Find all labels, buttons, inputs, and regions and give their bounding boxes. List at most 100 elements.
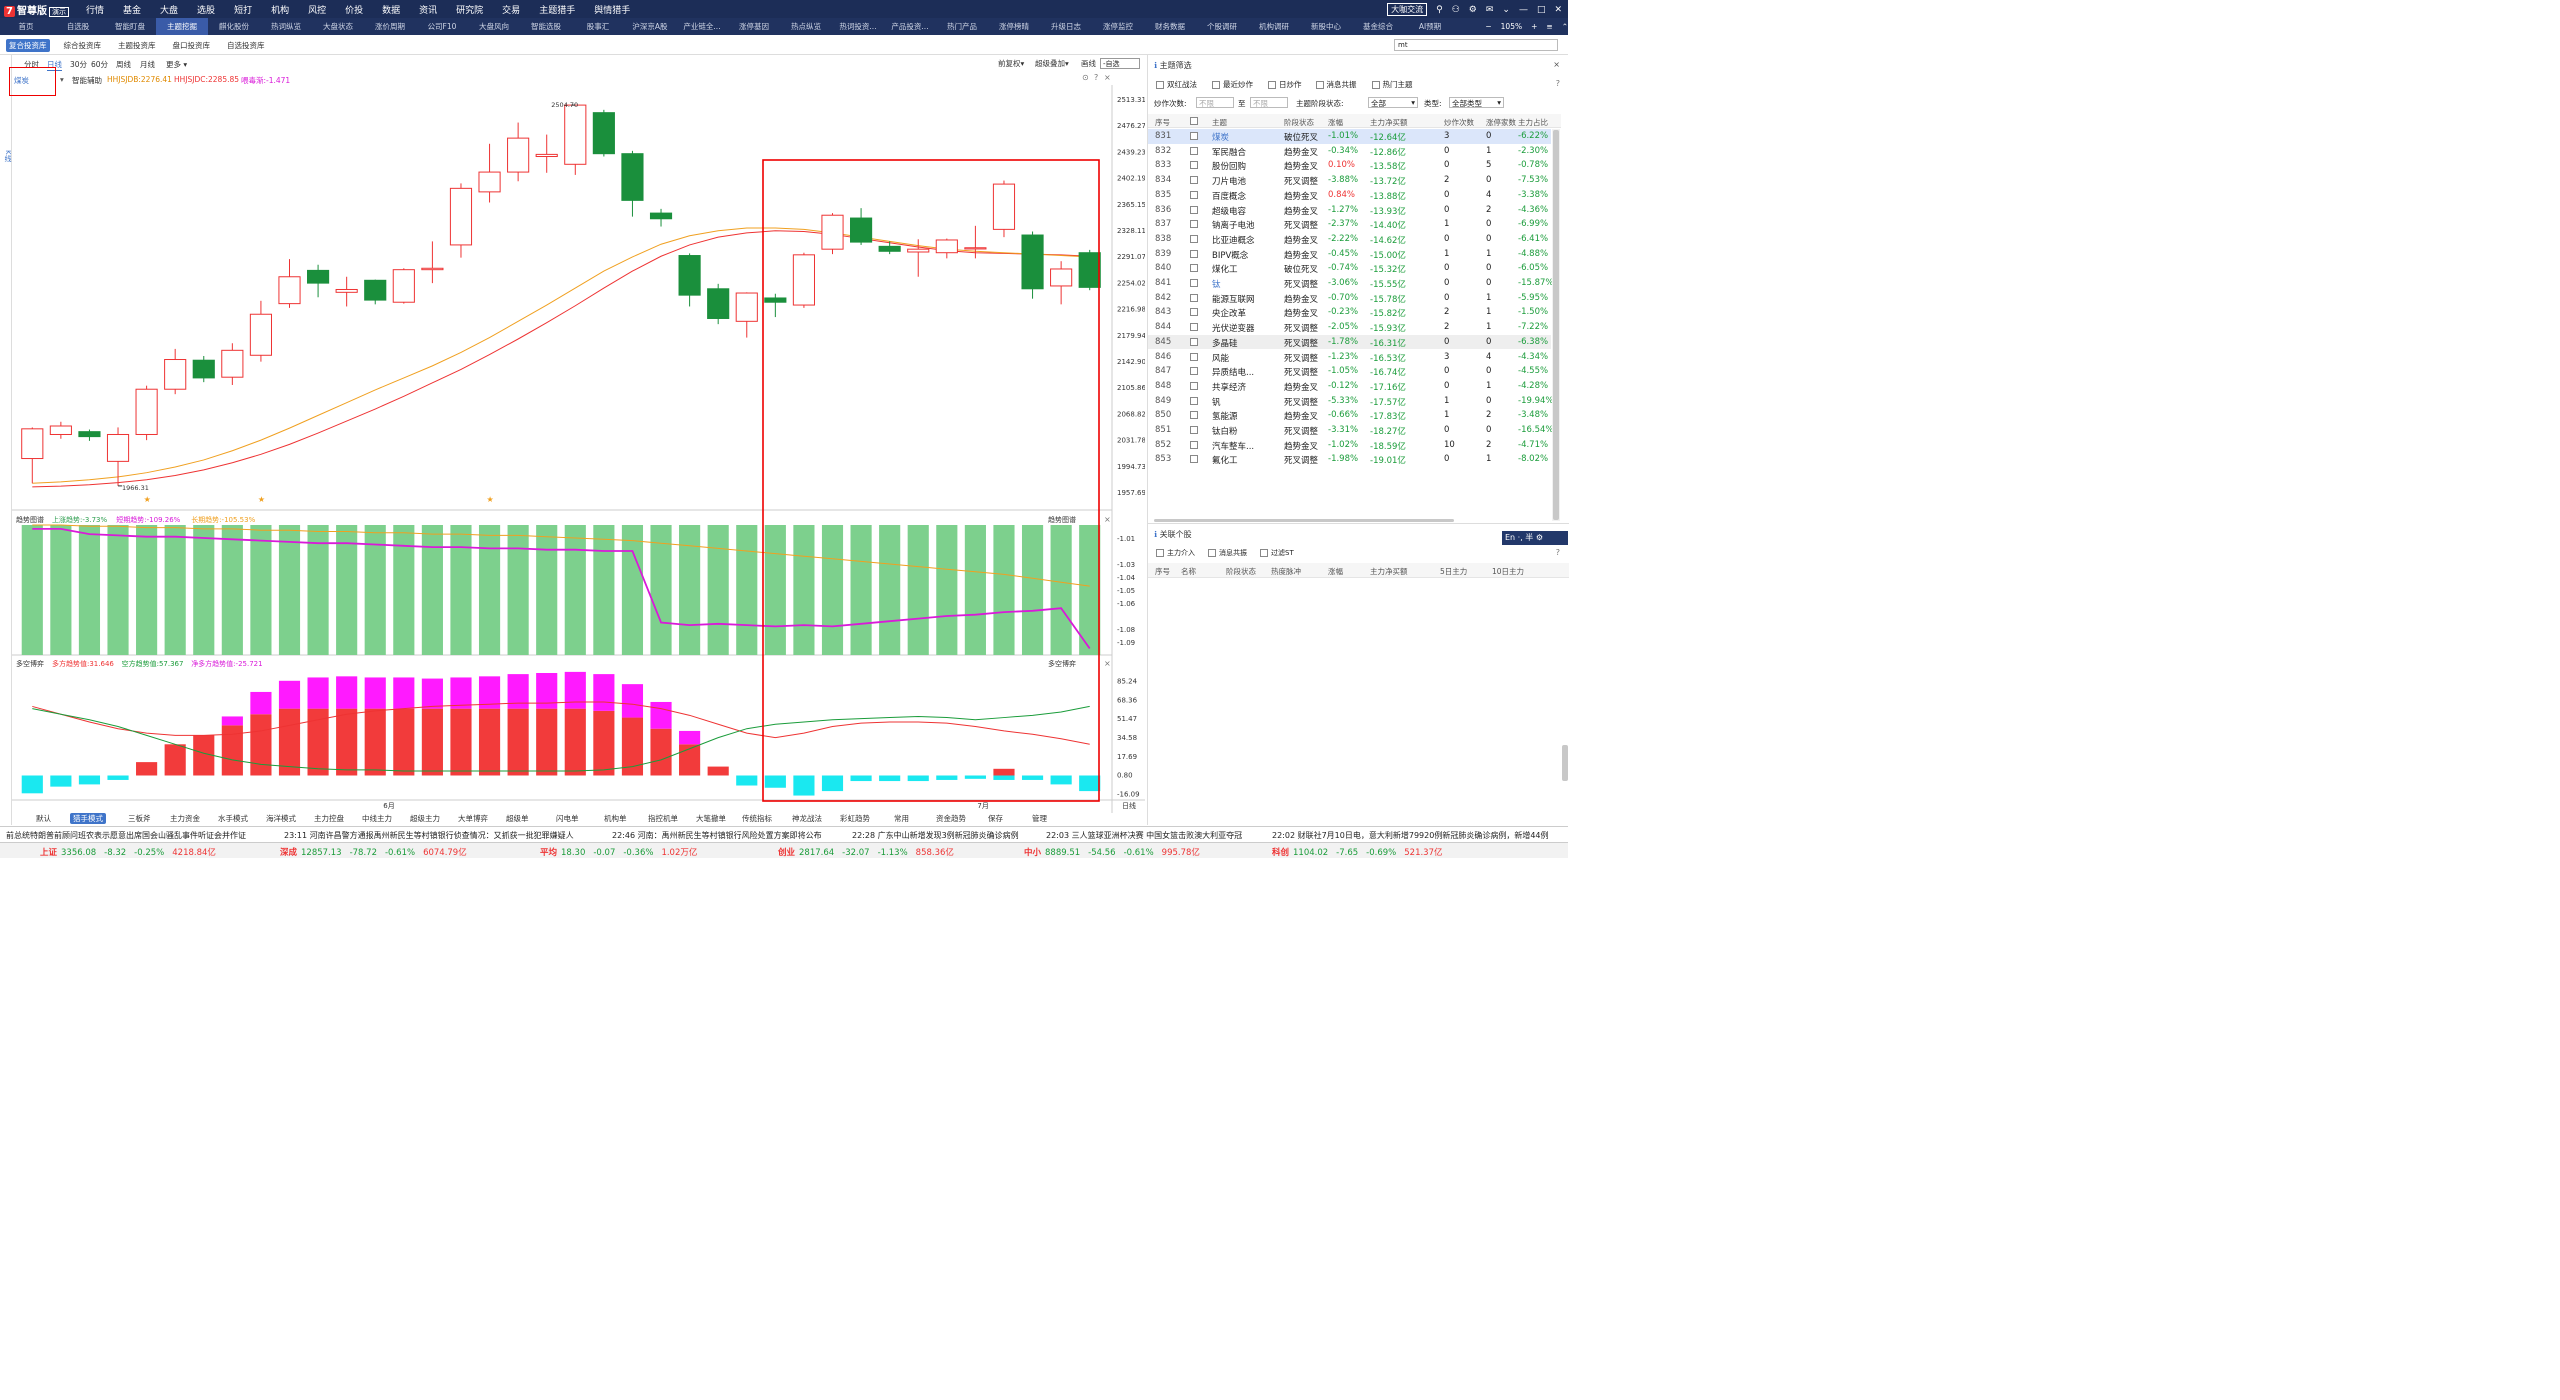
news-item-2[interactable]: 22:46 河南：禹州新民生等村镇银行风险处置方案即将公布 — [612, 831, 822, 840]
menu-item-4[interactable]: 短打 — [234, 6, 253, 16]
nav-tab-10[interactable]: 智能选股 — [531, 22, 561, 31]
checkbox-icon[interactable] — [1156, 81, 1164, 89]
top-right-control-5[interactable]: ⌄ — [1502, 4, 1510, 15]
candle-37[interactable] — [1078, 249, 1101, 291]
nav-control-2[interactable]: ⌃ — [1561, 22, 1568, 31]
news-item-3[interactable]: 22:28 广东中山新增发现3例新冠肺炎确诊病例 — [852, 831, 1019, 840]
top-right-control-0[interactable]: 大咖交流 — [1387, 3, 1428, 16]
theme-row[interactable]: 840 煤化工 破位死叉 -0.74% -15.32亿 0 0 -6.05% — [1148, 261, 1551, 276]
candle-30[interactable] — [878, 241, 901, 255]
row-checkbox[interactable] — [1190, 396, 1198, 405]
index-item-4[interactable]: 中小 8889.51 -54.56 -0.61% 995.78亿 — [1024, 846, 1200, 858]
nav-tab-14[interactable]: 涨停基因 — [739, 22, 769, 31]
index-item-3[interactable]: 创业 2817.64 -32.07 -1.13% 858.36亿 — [778, 846, 954, 858]
candle-28[interactable] — [821, 213, 844, 255]
row-checkbox[interactable] — [1190, 220, 1198, 229]
related-col-header-2[interactable]: 阶段状态 — [1226, 567, 1256, 576]
nav-tab-13[interactable]: 产业链全... — [683, 22, 721, 31]
theme-col-header-5[interactable]: 主力净买额 — [1370, 118, 1408, 127]
trend-pane-close-icon[interactable]: × — [1104, 515, 1111, 524]
checkbox-icon[interactable] — [1212, 81, 1220, 89]
indicator-tab-0[interactable]: 默认 — [36, 814, 51, 823]
nav-tab-25[interactable]: 新股中心 — [1311, 22, 1341, 31]
row-checkbox[interactable] — [1190, 323, 1198, 332]
row-checkbox[interactable] — [1190, 293, 1198, 302]
candle-12[interactable] — [364, 279, 387, 305]
indicator-tab-9[interactable]: 大单博弈 — [458, 814, 488, 823]
nav-tab-8[interactable]: 公司F10 — [427, 22, 457, 31]
candle-9[interactable] — [278, 259, 301, 308]
theme-row[interactable]: 832 军民融合 趋势金叉 -0.34% -12.86亿 0 1 -2.30% — [1148, 144, 1551, 159]
related-col-header-6[interactable]: 5日主力 — [1440, 567, 1468, 576]
related-col-header-7[interactable]: 10日主力 — [1492, 567, 1525, 576]
menu-item-1[interactable]: 基金 — [123, 6, 142, 16]
candle-24[interactable] — [707, 283, 730, 325]
theme-row[interactable]: 848 共享经济 趋势金叉 -0.12% -17.16亿 0 1 -4.28% — [1148, 379, 1551, 394]
top-right-control-4[interactable]: ✉ — [1485, 4, 1494, 15]
theme-filter-3[interactable]: 消息共振 — [1315, 79, 1357, 90]
theme-row[interactable]: 851 钛白粉 死叉调整 -3.31% -18.27亿 0 0 -16.54% — [1148, 423, 1553, 438]
related-col-header-4[interactable]: 涨幅 — [1328, 567, 1343, 576]
menu-item-7[interactable]: 价投 — [345, 6, 364, 16]
theme-row[interactable]: 845 多晶硅 死叉调整 -1.78% -16.31亿 0 0 -6.38% — [1148, 334, 1551, 350]
indicator-tab-8[interactable]: 超级主力 — [410, 814, 440, 823]
candle-11[interactable] — [335, 276, 358, 307]
menu-item-2[interactable]: 大盘 — [160, 6, 179, 16]
indicator-tab-12[interactable]: 机构单 — [604, 814, 627, 823]
horizontal-scrollbar[interactable] — [1154, 519, 1454, 522]
top-right-control-2[interactable]: ⚇ — [1451, 4, 1460, 15]
custom-select[interactable]: -自选 — [1100, 58, 1140, 69]
table-scrollbar[interactable] — [1552, 129, 1560, 521]
nav-tab-15[interactable]: 热点纵览 — [791, 22, 821, 31]
sub-tab-0[interactable]: 复合投资库 — [6, 39, 50, 52]
theme-row[interactable]: 842 能源互联网 趋势金叉 -0.70% -15.78亿 0 1 -5.95% — [1148, 291, 1551, 306]
candle-23[interactable] — [678, 253, 701, 307]
theme-col-header-6[interactable]: 炒作次数 — [1444, 118, 1474, 127]
right-scrollbar[interactable] — [1562, 745, 1568, 781]
row-checkbox[interactable] — [1190, 161, 1198, 170]
nav-tab-0[interactable]: 首页 — [18, 22, 34, 31]
nav-tab-4[interactable]: 麒化股份 — [219, 22, 249, 31]
nav-tab-2[interactable]: 智能盯盘 — [115, 22, 145, 31]
candle-7[interactable] — [221, 343, 244, 385]
nav-tab-1[interactable]: 自选股 — [66, 22, 90, 31]
theme-row[interactable]: 847 异质结电... 死叉调整 -1.05% -16.74亿 0 0 -4.55% — [1148, 364, 1551, 379]
candle-31[interactable] — [907, 239, 930, 277]
indicator-tab-16[interactable]: 神龙战法 — [792, 814, 822, 823]
row-checkbox[interactable] — [1190, 352, 1198, 361]
news-item-1[interactable]: 23:11 河南许昌警方通报禹州新民生等村镇银行侦查情况：又抓获一批犯罪嫌疑人 — [284, 831, 574, 840]
indicator-tab-19[interactable]: 资金趋势 — [936, 814, 966, 823]
candle-25[interactable] — [735, 292, 758, 338]
theme-row[interactable]: 849 钒 死叉调整 -5.33% -17.57亿 1 0 -19.94% — [1148, 394, 1553, 409]
candle-22[interactable] — [649, 208, 673, 227]
top-right-control-7[interactable]: □ — [1536, 4, 1546, 15]
nav-control-1[interactable]: ≡ — [1546, 22, 1553, 31]
candle-27[interactable] — [792, 252, 815, 308]
candle-26[interactable] — [764, 293, 787, 318]
row-checkbox[interactable] — [1190, 249, 1198, 258]
sub-tab-3[interactable]: 盘口投资库 — [172, 41, 211, 50]
nav-tab-20[interactable]: 升级日志 — [1051, 22, 1081, 31]
nav-tab-21[interactable]: 涨停监控 — [1103, 22, 1133, 31]
row-checkbox[interactable] — [1190, 205, 1198, 214]
theme-row[interactable]: 852 汽车整车... 趋势金叉 -1.02% -18.59亿 10 2 -4.71% — [1148, 438, 1551, 453]
menu-item-11[interactable]: 交易 — [502, 6, 521, 16]
row-checkbox[interactable] — [1190, 455, 1198, 464]
menu-item-5[interactable]: 机构 — [271, 6, 290, 16]
index-item-5[interactable]: 科创 1104.02 -7.65 -0.69% 521.37亿 — [1272, 846, 1443, 858]
theme-col-header-3[interactable]: 阶段状态 — [1284, 118, 1314, 127]
sub-tab-1[interactable]: 综合投资库 — [63, 41, 102, 50]
indicator-tab-5[interactable]: 海洋模式 — [266, 814, 296, 823]
nav-tab-3[interactable]: 主题挖掘 — [156, 18, 208, 35]
theme-row[interactable]: 850 氢能源 趋势金叉 -0.66% -17.83亿 1 2 -3.48% — [1148, 408, 1551, 423]
related-col-header-1[interactable]: 名称 — [1181, 567, 1196, 576]
count-max-input[interactable]: 不限 — [1250, 97, 1288, 108]
nav-tab-6[interactable]: 大盘状态 — [323, 22, 353, 31]
help-icon[interactable]: ? — [1555, 79, 1560, 88]
related-col-header-0[interactable]: 序号 — [1155, 567, 1170, 576]
checkbox-icon[interactable] — [1371, 81, 1380, 89]
period-tab-0[interactable]: 分时 — [24, 60, 39, 69]
theme-row[interactable]: 853 氟化工 死叉调整 -1.98% -19.01亿 0 1 -8.02% — [1148, 452, 1551, 467]
smart-assist-label[interactable]: 智能辅助 — [72, 76, 102, 85]
related-filter-2[interactable]: 过滤ST — [1260, 548, 1294, 558]
